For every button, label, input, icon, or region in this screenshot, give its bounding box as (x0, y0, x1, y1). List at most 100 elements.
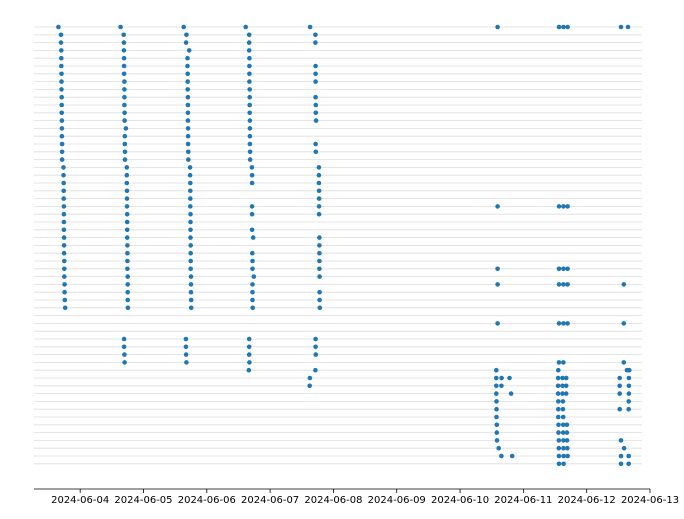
data-point (122, 157, 128, 162)
data-point (187, 172, 193, 178)
data-point (188, 243, 193, 248)
data-point (125, 274, 130, 279)
data-point (316, 180, 322, 186)
data-point (61, 219, 67, 225)
data-point (185, 55, 190, 61)
data-point (307, 383, 313, 389)
data-point (560, 422, 566, 428)
data-point (627, 367, 632, 373)
data-point (61, 211, 67, 217)
data-point (555, 391, 561, 396)
data-point (316, 188, 322, 194)
data-point (561, 24, 566, 30)
data-point (185, 126, 191, 131)
data-point (122, 87, 127, 92)
data-point (313, 367, 318, 373)
data-point (494, 406, 499, 412)
data-point (247, 55, 252, 61)
data-point (246, 344, 252, 350)
data-point (185, 63, 190, 69)
data-point (317, 305, 323, 311)
data-point (247, 141, 253, 147)
data-point (556, 360, 562, 365)
data-point (121, 63, 127, 69)
data-point (125, 305, 131, 311)
data-point (561, 438, 566, 443)
data-point (61, 188, 66, 194)
data-point (499, 375, 504, 381)
data-point (61, 243, 67, 248)
data-point (617, 391, 622, 396)
data-point (247, 110, 252, 116)
data-point (317, 235, 322, 240)
data-point (556, 321, 562, 326)
data-point (621, 360, 627, 365)
data-point (565, 204, 570, 209)
data-point (56, 24, 61, 30)
data-point (561, 282, 566, 287)
data-point (565, 282, 570, 287)
data-point (188, 266, 193, 272)
data-point (188, 196, 193, 201)
data-point (124, 211, 130, 217)
data-point (246, 352, 252, 357)
data-point (556, 461, 562, 467)
data-point (617, 406, 622, 412)
data-point (59, 133, 65, 139)
data-point (250, 258, 255, 264)
data-point (563, 383, 569, 389)
data-point (509, 453, 515, 459)
data-point (564, 430, 570, 435)
data-point (187, 165, 193, 170)
data-point (313, 79, 318, 84)
data-point (246, 32, 252, 38)
data-point (124, 196, 130, 201)
data-point (122, 110, 127, 116)
data-point (124, 172, 130, 178)
data-point (560, 406, 566, 412)
data-point (317, 243, 322, 248)
data-point (121, 40, 127, 45)
data-point (249, 172, 255, 178)
data-point (246, 336, 252, 342)
data-point (59, 141, 65, 147)
data-point (556, 399, 561, 404)
data-point (62, 258, 67, 264)
data-point (249, 180, 255, 186)
data-point (122, 118, 127, 123)
data-point (560, 391, 565, 396)
data-point (313, 336, 318, 342)
data-point (564, 438, 570, 443)
data-point (61, 165, 66, 170)
data-point (307, 375, 313, 381)
data-point (495, 282, 500, 287)
data-point (621, 321, 627, 326)
data-point (621, 282, 627, 287)
data-point (561, 461, 566, 467)
data-point (560, 383, 565, 389)
data-point (317, 250, 322, 256)
data-point (313, 141, 318, 147)
data-point (250, 266, 255, 272)
data-point (565, 445, 570, 451)
data-point (185, 71, 190, 77)
x-tick-label: 2024-06-11 (494, 495, 552, 506)
data-point (556, 445, 562, 451)
data-point (59, 126, 65, 131)
data-point (556, 414, 561, 420)
data-point (185, 79, 190, 84)
data-point (561, 204, 566, 209)
data-point (247, 157, 253, 162)
data-point (563, 375, 569, 381)
data-point (556, 453, 562, 459)
data-point (560, 430, 566, 435)
data-point (247, 149, 253, 155)
data-point (247, 94, 252, 100)
x-tick-label: 2024-06-04 (51, 495, 109, 506)
data-point (62, 289, 67, 295)
x-tick-label: 2024-06-08 (304, 495, 362, 506)
data-point (125, 258, 130, 264)
data-point (495, 204, 500, 209)
data-point (186, 157, 191, 162)
data-point (626, 383, 632, 389)
